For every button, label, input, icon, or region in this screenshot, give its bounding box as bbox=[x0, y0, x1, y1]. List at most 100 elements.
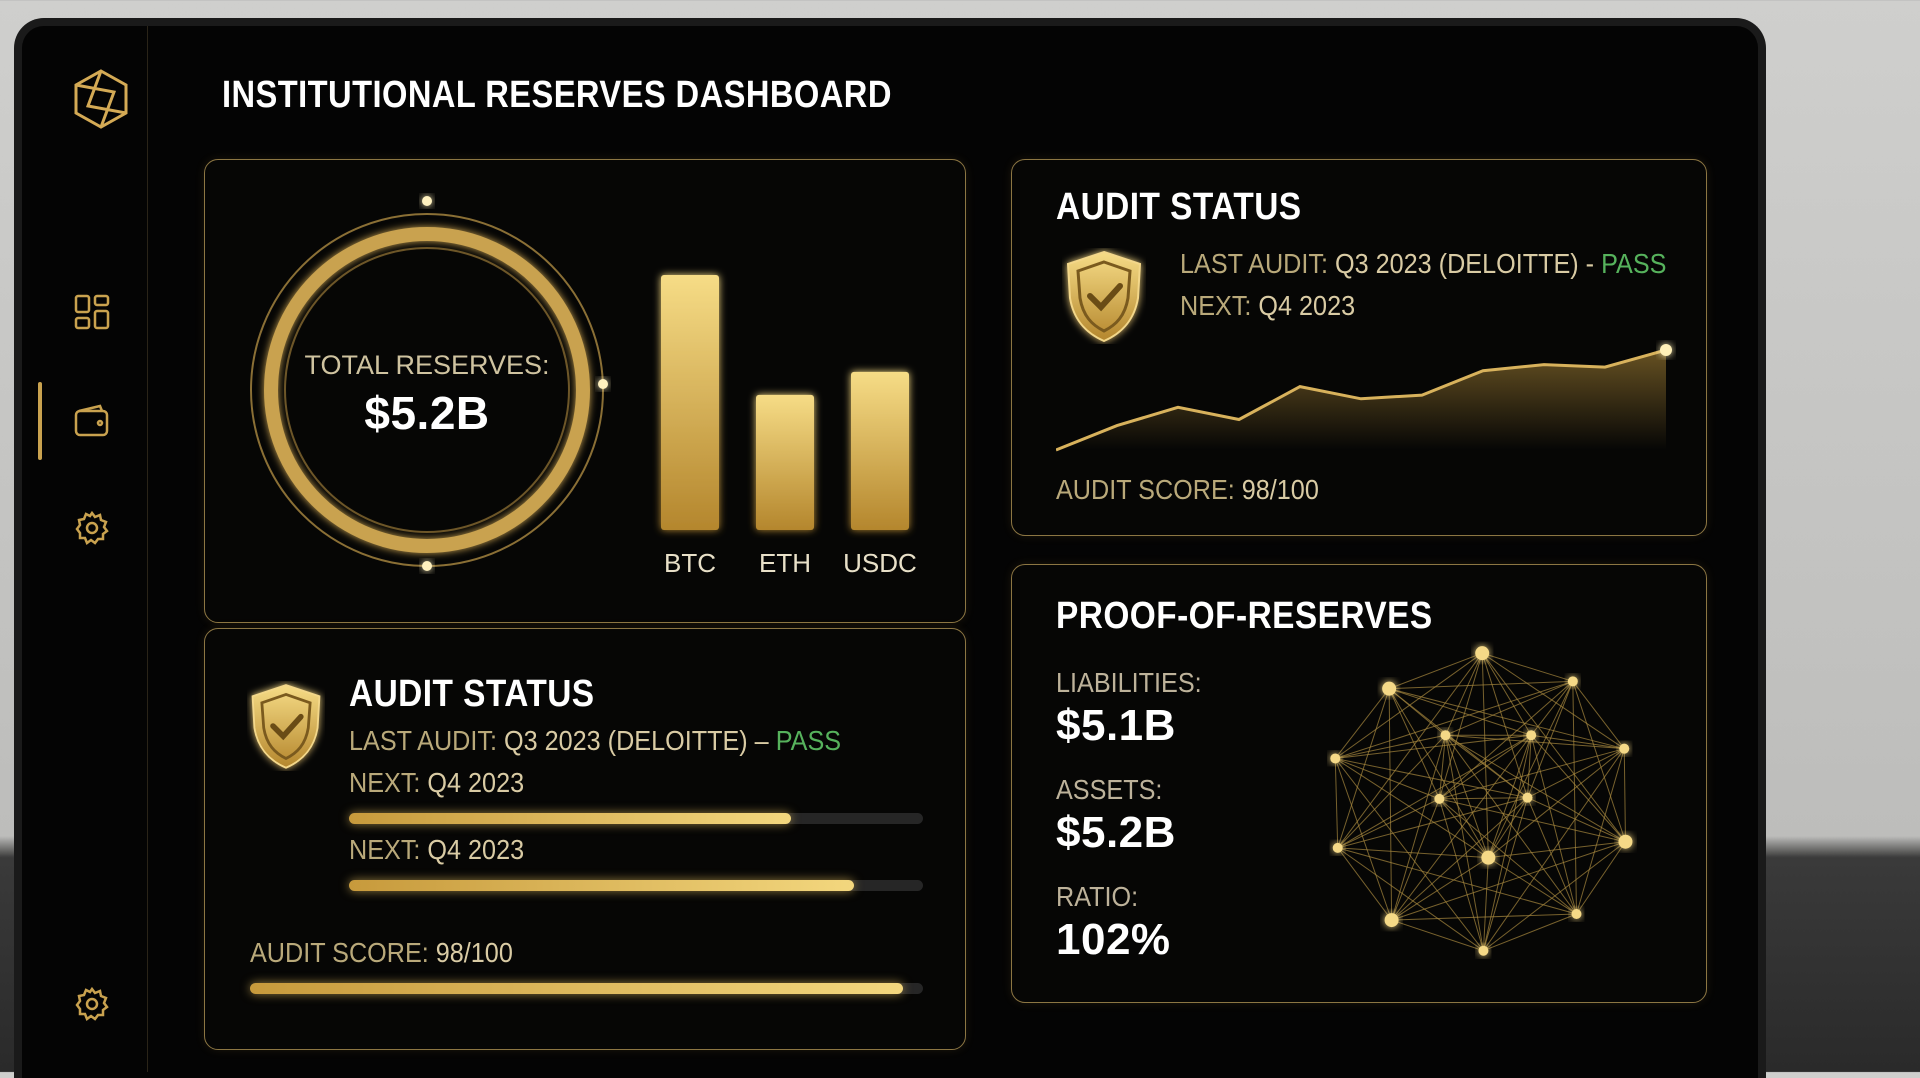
proof-panel: PROOF-OF-RESERVES LIABILITIES: $5.1B ASSET… bbox=[1011, 564, 1707, 1003]
network-edge bbox=[1337, 797, 1528, 849]
network-edge bbox=[1527, 681, 1574, 798]
ring bbox=[264, 227, 590, 553]
label: NEXT: bbox=[349, 767, 421, 798]
network-edge bbox=[1445, 734, 1626, 843]
bar-label: ETH bbox=[759, 548, 811, 578]
shield-icon bbox=[251, 684, 321, 769]
progress-fill bbox=[250, 983, 903, 994]
reserves-bars: BTC ETH USDC bbox=[661, 275, 917, 578]
network-edge bbox=[1337, 847, 1577, 915]
network-node bbox=[1434, 793, 1445, 804]
reserves-label: TOTAL RESERVES: bbox=[304, 350, 550, 380]
network-edge bbox=[1439, 798, 1577, 915]
active-indicator bbox=[38, 382, 42, 460]
sidebar bbox=[22, 26, 148, 1072]
metric-label: RATIO: bbox=[1056, 881, 1139, 912]
progress-track bbox=[250, 983, 923, 994]
label: AUDIT SCORE: bbox=[1056, 474, 1235, 505]
network-edge bbox=[1445, 652, 1483, 736]
network-edge bbox=[1391, 797, 1528, 921]
network-edge bbox=[1439, 748, 1625, 800]
metric-label: LIABILITIES: bbox=[1056, 667, 1202, 698]
value: Q3 2023 (DELOITTE) - bbox=[1334, 248, 1595, 279]
next-audit-line: NEXT: Q4 2023 bbox=[1180, 290, 1355, 322]
network-edge bbox=[1481, 653, 1489, 858]
network-node bbox=[1567, 676, 1578, 687]
network-edge bbox=[1391, 734, 1532, 921]
logo[interactable] bbox=[70, 68, 132, 130]
network-edge bbox=[1389, 688, 1625, 750]
settings-icon[interactable] bbox=[74, 510, 110, 546]
value: Q4 2023 bbox=[1258, 290, 1356, 321]
dashboard-icon[interactable] bbox=[74, 294, 110, 330]
network-edge bbox=[1572, 681, 1577, 914]
network-edge bbox=[1482, 652, 1573, 682]
value: Q4 2023 bbox=[427, 834, 525, 865]
network-node bbox=[1522, 792, 1533, 803]
network-edge bbox=[1444, 735, 1484, 951]
network-edge bbox=[1623, 748, 1626, 842]
network-edge bbox=[1445, 734, 1528, 799]
network-edge bbox=[1572, 681, 1625, 749]
network-edge bbox=[1334, 758, 1339, 848]
settings-icon-bottom[interactable] bbox=[74, 986, 110, 1022]
ring-dot bbox=[422, 196, 432, 206]
ring-dot bbox=[422, 561, 432, 571]
audit-detail-panel: AUDIT STATUS LAST AUDIT: Q3 2023 (DELOIT… bbox=[204, 628, 966, 1050]
network-edge bbox=[1530, 735, 1577, 915]
ring-dot bbox=[598, 379, 608, 389]
network-edge bbox=[1487, 797, 1528, 858]
network-edge bbox=[1438, 653, 1483, 800]
network-node bbox=[1330, 753, 1341, 764]
bar bbox=[851, 371, 909, 530]
network-edge bbox=[1438, 735, 1446, 799]
network-edge bbox=[1481, 653, 1528, 798]
network-edge bbox=[1335, 680, 1573, 759]
network-edge bbox=[1487, 735, 1532, 858]
network-edge bbox=[1388, 688, 1489, 858]
progress-fill bbox=[349, 880, 855, 891]
value: 98/100 bbox=[1241, 474, 1319, 505]
network-edge bbox=[1389, 680, 1573, 690]
value: Q3 2023 (DELOITTE) – bbox=[503, 725, 769, 756]
metric-value: 102% bbox=[1056, 915, 1171, 964]
network-edge bbox=[1487, 681, 1574, 858]
last-audit-line: LAST AUDIT: Q3 2023 (DELOITTE) - PASS bbox=[1180, 248, 1666, 280]
network-edge bbox=[1527, 797, 1626, 843]
network-node bbox=[1440, 730, 1451, 741]
network-edge bbox=[1391, 913, 1577, 921]
progress-fill bbox=[349, 813, 791, 824]
network-edge bbox=[1481, 652, 1625, 750]
network-edge bbox=[1481, 652, 1626, 843]
network-edge bbox=[1445, 680, 1574, 736]
wallet-icon[interactable] bbox=[74, 404, 110, 438]
network-edge bbox=[1334, 758, 1489, 859]
network-edge bbox=[1391, 841, 1626, 921]
network-edge bbox=[1527, 735, 1532, 798]
network-edge bbox=[1482, 797, 1528, 951]
value: 98/100 bbox=[435, 937, 513, 968]
network-node bbox=[1618, 834, 1633, 849]
progress-label: NEXT: Q4 2023 bbox=[349, 767, 524, 799]
network-node bbox=[1382, 681, 1397, 696]
value: Q4 2023 bbox=[427, 767, 525, 798]
progress-track bbox=[349, 880, 923, 891]
network-edge bbox=[1488, 841, 1626, 859]
metric-value: $5.2B bbox=[1056, 808, 1176, 857]
network-edge bbox=[1488, 857, 1577, 915]
metric-value: $5.1B bbox=[1056, 701, 1176, 750]
network-edge bbox=[1337, 847, 1484, 952]
reserves-panel: TOTAL RESERVES: $5.2B BTC ETH USDC bbox=[204, 159, 966, 623]
network-edge bbox=[1483, 841, 1626, 952]
network-edge bbox=[1337, 798, 1440, 849]
network-node bbox=[1526, 730, 1537, 741]
page-title: INSTITUTIONAL RESERVES DASHBOARD bbox=[222, 74, 892, 116]
bar bbox=[661, 275, 719, 530]
network-edge bbox=[1337, 847, 1392, 921]
network-edge bbox=[1337, 734, 1532, 849]
network-node bbox=[1478, 945, 1489, 956]
network-edge bbox=[1530, 681, 1574, 736]
network-edge bbox=[1388, 688, 1440, 800]
network-edge bbox=[1391, 857, 1489, 921]
network-node bbox=[1384, 913, 1399, 928]
